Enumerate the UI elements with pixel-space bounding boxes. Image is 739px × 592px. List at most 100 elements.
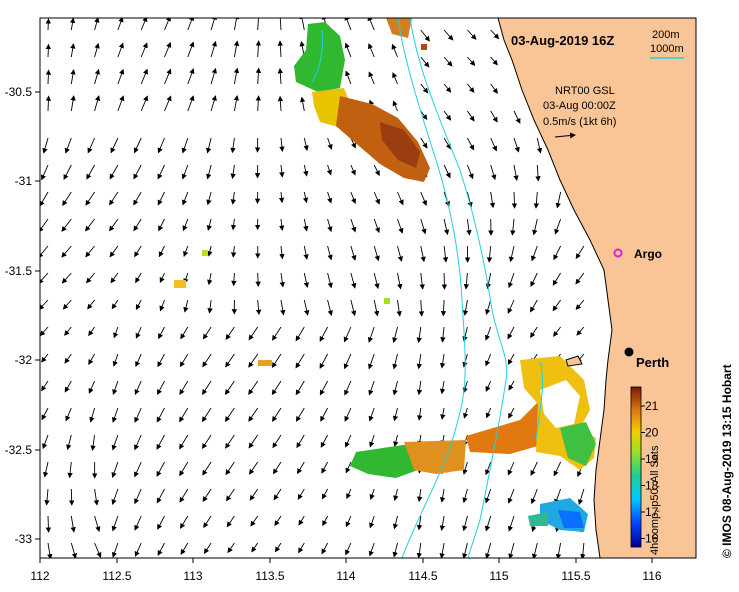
current-arrow (327, 137, 333, 150)
current-arrow (61, 218, 72, 232)
current-arrow (226, 515, 235, 528)
current-arrow (466, 218, 472, 236)
colorbar-tick-label: 18 (645, 479, 659, 493)
current-arrow (62, 299, 72, 310)
current-vectors (40, 18, 586, 558)
y-tick-label: -32.5 (5, 443, 33, 457)
current-arrow (159, 272, 165, 284)
current-arrow (320, 407, 328, 422)
colorbar-tick-label: 21 (645, 399, 659, 413)
current-arrow (484, 488, 492, 504)
current-arrow (344, 42, 352, 58)
current-arrow (279, 164, 285, 178)
current-arrow (187, 95, 195, 112)
current-arrow (227, 542, 235, 554)
current-arrow (187, 68, 195, 85)
current-arrow (462, 488, 468, 504)
current-arrow (164, 41, 172, 58)
current-arrow (134, 488, 142, 505)
current-arrow (368, 380, 375, 396)
current-arrow (225, 461, 235, 476)
current-arrow (350, 299, 357, 317)
sst-patch-north-green (294, 22, 345, 92)
current-arrow (299, 96, 306, 112)
current-arrow (157, 542, 165, 556)
current-arrow (210, 18, 217, 31)
sst-patch-top-orange (386, 18, 412, 38)
x-tick-label: 114 (336, 569, 355, 583)
current-arrow (513, 110, 521, 124)
current-arrow (392, 100, 398, 112)
current-arrow (530, 461, 538, 476)
current-arrow (88, 353, 95, 365)
current-arrow (157, 164, 165, 180)
current-arrow (321, 542, 328, 555)
current-arrow (94, 18, 100, 31)
y-axis: -30.5 -31 -31.5 -32 -32.5 -33 (5, 85, 40, 546)
current-arrow (41, 164, 49, 181)
current-arrow (508, 245, 515, 263)
current-arrow (187, 41, 195, 58)
current-arrow (507, 299, 515, 314)
current-arrow (201, 434, 212, 450)
current-arrow (321, 461, 328, 474)
current-arrow (134, 407, 142, 423)
current-arrow (297, 461, 305, 475)
current-arrow (295, 326, 305, 342)
current-arrow (140, 68, 148, 85)
current-arrow (439, 353, 446, 369)
current-arrow (94, 95, 101, 112)
current-arrow (135, 272, 142, 284)
perth-marker (624, 347, 634, 357)
current-arrow (64, 326, 72, 336)
current-arrow (271, 353, 282, 369)
current-arrow (110, 137, 119, 154)
current-arrow (439, 488, 446, 503)
x-tick-label: 113 (183, 569, 202, 583)
current-arrow (344, 380, 352, 396)
current-arrow (47, 542, 53, 558)
current-arrow (552, 299, 561, 312)
current-arrow (420, 245, 426, 263)
x-tick-label: 112.5 (102, 569, 131, 583)
current-arrow (135, 299, 142, 311)
current-arrow (350, 272, 357, 289)
current-arrow (87, 299, 95, 310)
current-arrow (202, 353, 212, 368)
current-arrow (206, 218, 212, 231)
current-arrow (373, 218, 381, 234)
current-arrow (179, 434, 189, 450)
current-arrow (45, 95, 52, 112)
current-arrow (327, 299, 333, 317)
current-arrow (350, 218, 357, 233)
current-arrow (255, 299, 262, 316)
sst-patch-south-green (350, 444, 418, 478)
colorbar-tick-label: 16 (645, 532, 659, 546)
current-arrow (485, 407, 492, 419)
current-arrow (206, 164, 212, 180)
current-arrow (85, 245, 95, 258)
current-arrow (181, 137, 189, 154)
y-tick-label: -32 (15, 353, 33, 367)
current-arrow (66, 434, 72, 451)
current-arrow (396, 299, 402, 317)
current-arrow (180, 542, 189, 555)
current-arrow (210, 95, 217, 112)
current-arrow (507, 272, 515, 289)
current-arrow (345, 70, 352, 85)
current-arrow (417, 407, 423, 421)
current-arrow (45, 18, 51, 31)
current-arrow (485, 380, 492, 392)
current-arrow (117, 18, 124, 31)
current-arrow (397, 245, 403, 262)
current-arrow (373, 245, 380, 262)
current-arrow (462, 380, 468, 394)
current-arrow (201, 407, 212, 423)
current-arrow (439, 515, 446, 531)
current-arrow (485, 461, 492, 476)
current-arrow (299, 18, 305, 31)
current-arrow (553, 326, 561, 337)
current-arrow (555, 191, 562, 209)
current-arrow (112, 380, 119, 395)
current-arrow (230, 137, 236, 154)
